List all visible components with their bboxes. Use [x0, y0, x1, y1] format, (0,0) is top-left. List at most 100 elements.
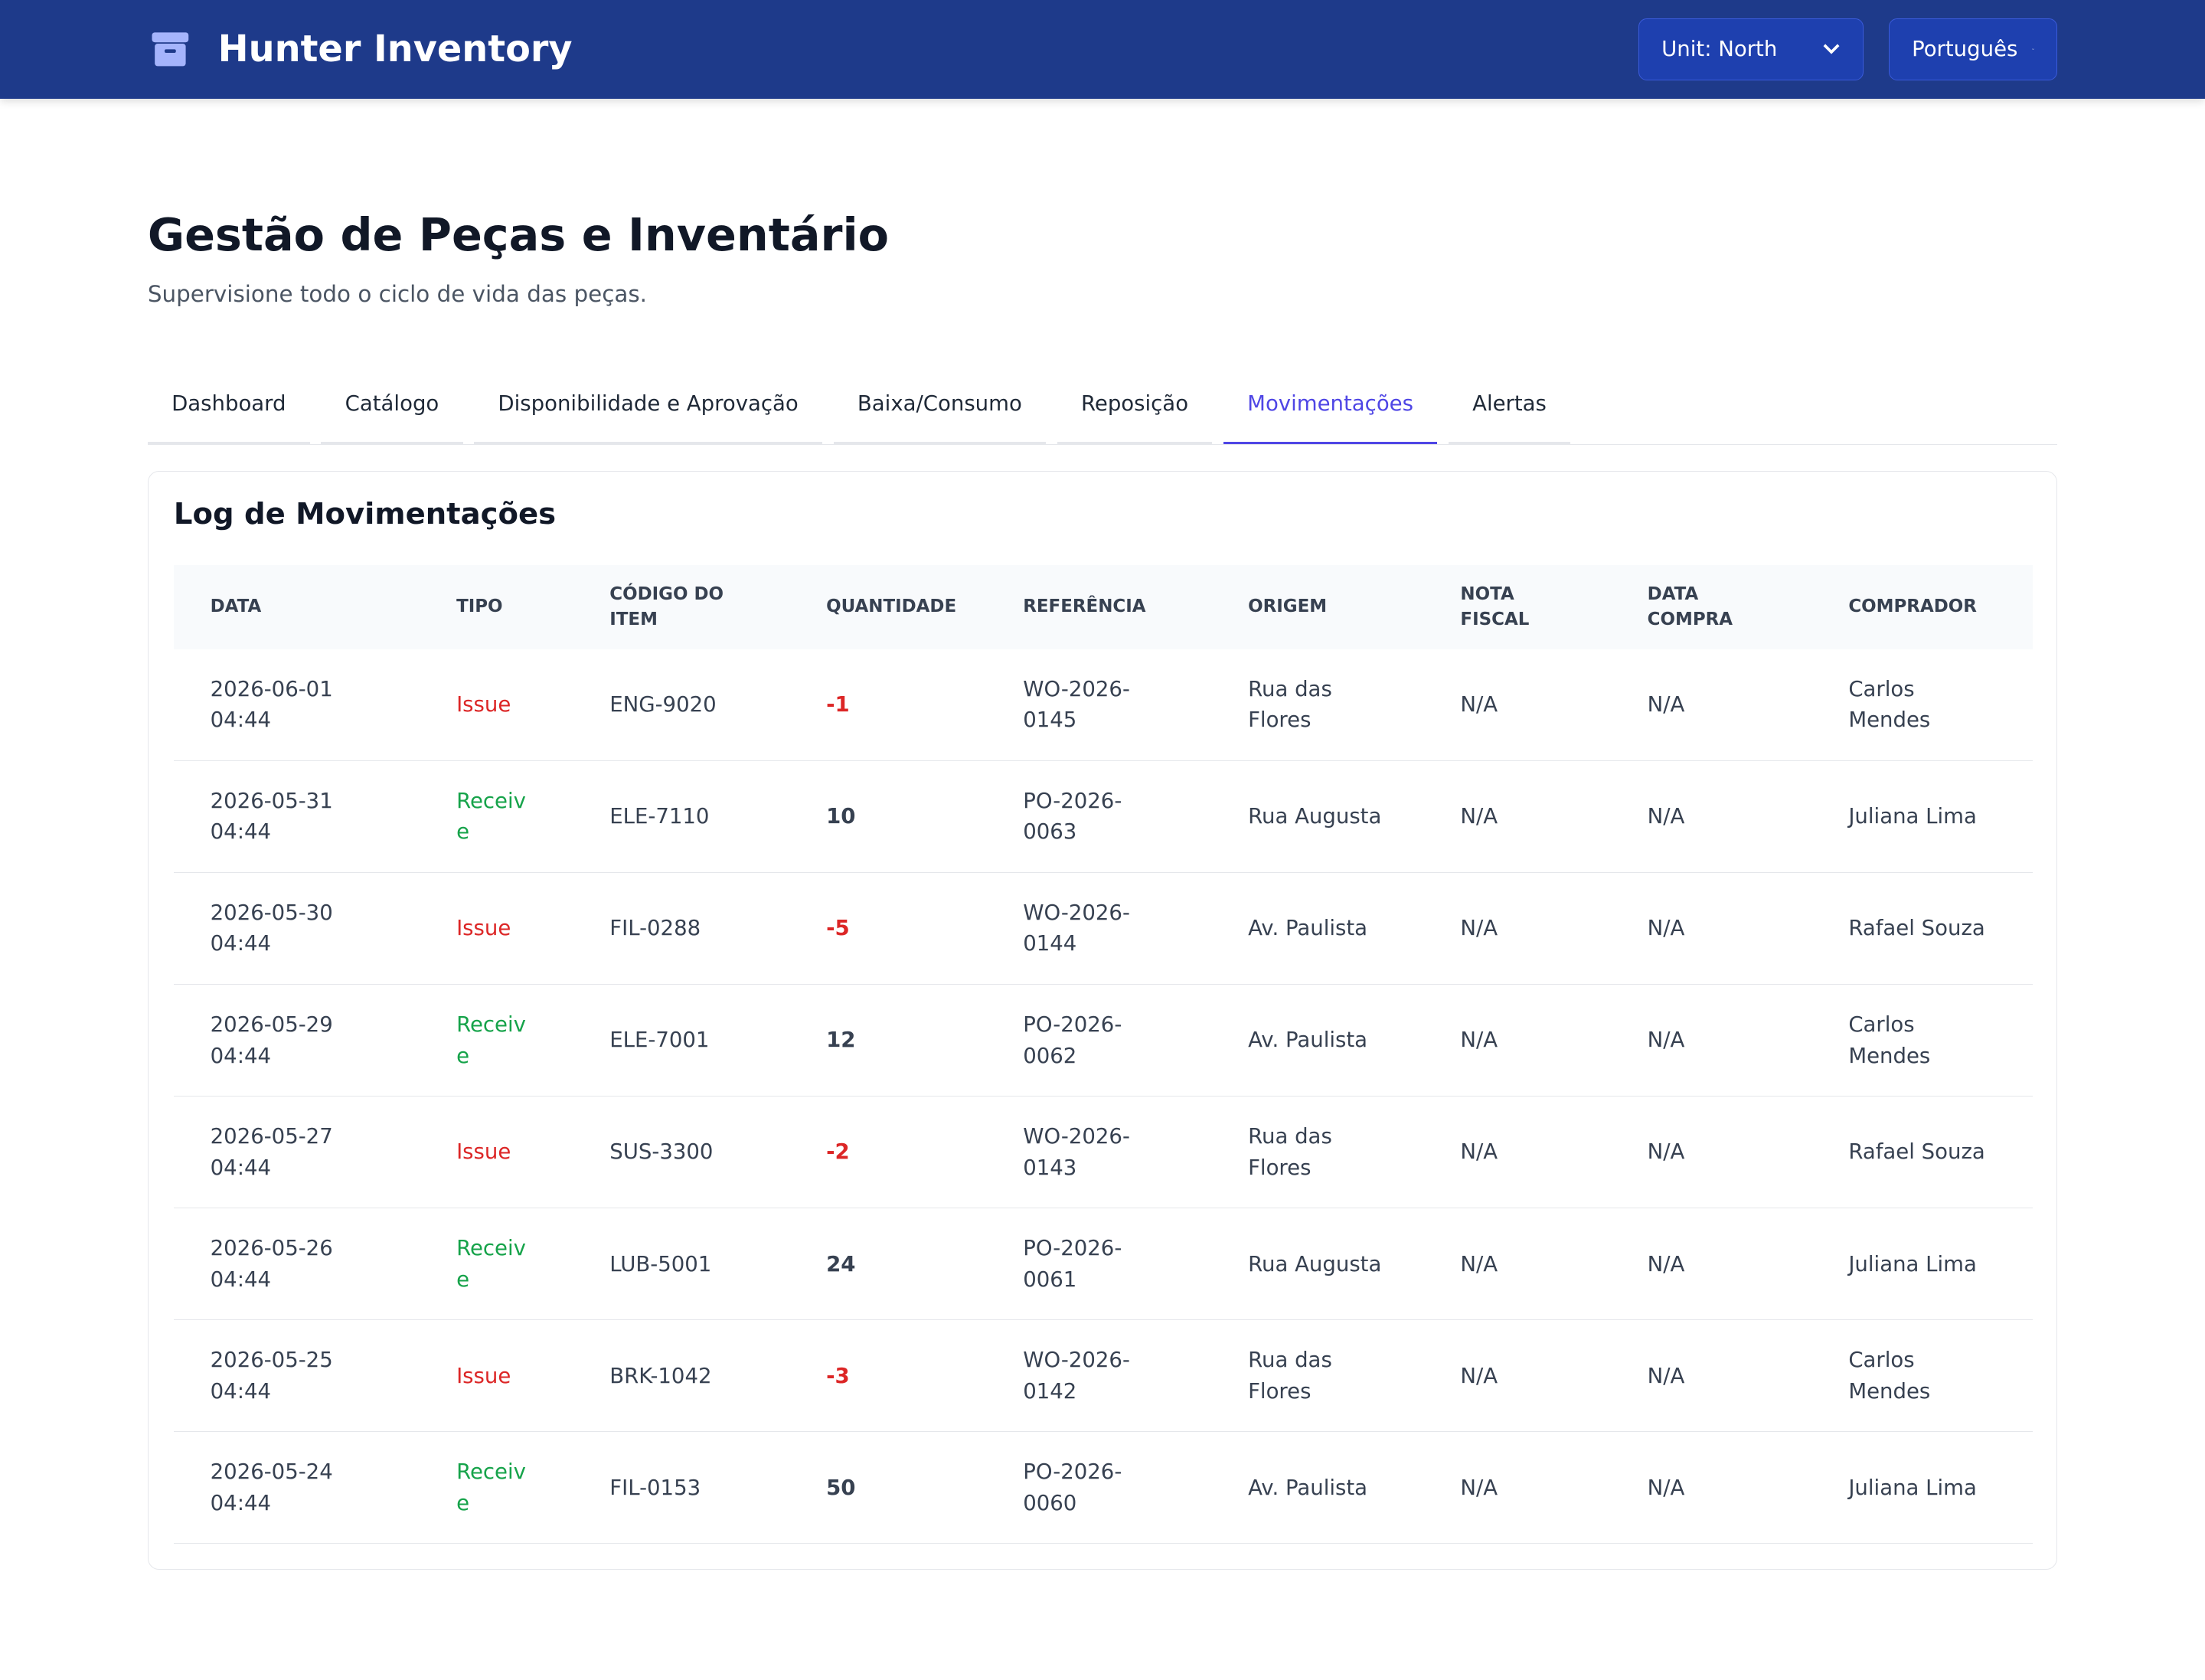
table-cell: Av. Paulista: [1211, 872, 1424, 985]
table-row: 2026-05-26 04:44 Receive LUB-5001 24 PO-2026…: [173, 1208, 2033, 1321]
table-cell: Rua Augusta: [1211, 1208, 1424, 1321]
table-cell: 2026-05-29 04:44: [173, 984, 420, 1097]
table-cell: 2026-05-27 04:44: [173, 1096, 420, 1209]
tab[interactable]: Movimentações: [1223, 374, 1438, 445]
tab[interactable]: Dashboard: [147, 374, 310, 445]
brand-icon: [152, 32, 189, 67]
brand[interactable]: Hunter Inventory: [148, 0, 573, 99]
card-title: Log de Movimentações: [173, 497, 557, 532]
table-cell: FIL-0153: [573, 1431, 790, 1544]
table-cell: Rua das Flores: [1211, 649, 1424, 761]
table-cell: N/A: [1423, 649, 1611, 761]
table-cell: 2026-05-30 04:44: [173, 872, 420, 985]
page-subtitle: Supervisione todo o ciclo de vida das pe…: [147, 281, 647, 308]
table-cell: BRK-1042: [573, 1319, 790, 1433]
column-header: COMPRADOR: [1811, 564, 2033, 649]
tab[interactable]: Reposição: [1057, 374, 1213, 445]
table-cell: N/A: [1610, 760, 1812, 873]
unit-select[interactable]: Unit: North: [1638, 18, 1864, 80]
column-header: CÓDIGO DO ITEM: [573, 564, 790, 649]
table-cell: Issue: [420, 872, 573, 985]
column-header: DATA COMPRA: [1610, 564, 1812, 649]
table-cell: N/A: [1423, 872, 1611, 985]
tab[interactable]: Disponibilidade e Aprovação: [474, 374, 822, 445]
tab[interactable]: Catálogo: [321, 374, 463, 445]
table-cell: Issue: [420, 1319, 573, 1433]
language-select-label: Português: [1912, 37, 2018, 62]
tab[interactable]: Baixa/Consumo: [833, 374, 1047, 445]
table-cell: N/A: [1610, 984, 1812, 1097]
table-cell: SUS-3300: [573, 1096, 790, 1209]
tab-bar: Dashboard Catálogo Disponibilidade e Aprov…: [147, 374, 2058, 446]
table-cell: -3: [789, 1319, 987, 1433]
header-row: DATA TIPO CÓDIGO DO ITEM QUANTIDADE REFERÊNC…: [173, 564, 2033, 649]
table-cell: 2026-05-25 04:44: [173, 1319, 420, 1433]
table-cell: Carlos Mendes: [1811, 649, 2033, 761]
table-cell: Issue: [420, 1096, 573, 1209]
table-cell: Rua das Flores: [1211, 1096, 1424, 1209]
column-header: QUANTIDADE: [789, 564, 987, 649]
table-cell: N/A: [1423, 1096, 1611, 1209]
table-cell: N/A: [1610, 649, 1812, 761]
table-cell: WO-2026-0144: [986, 872, 1212, 985]
table-cell: PO-2026-0062: [986, 984, 1212, 1097]
tab[interactable]: Alertas: [1448, 374, 1571, 445]
chevron: [2031, 48, 2034, 51]
unit-select-label: Unit: North: [1661, 37, 1778, 62]
table-row: 2026-05-31 04:44 Receive ELE-7110 10 PO-2026…: [173, 760, 2033, 873]
table-cell: N/A: [1610, 1208, 1812, 1321]
table-cell: 50: [789, 1431, 987, 1544]
table-cell: -2: [789, 1096, 987, 1209]
table-cell: WO-2026-0143: [986, 1096, 1212, 1209]
table-cell: Carlos Mendes: [1811, 984, 2033, 1097]
table-cell: Receive: [420, 760, 573, 873]
table-cell: PO-2026-0061: [986, 1208, 1212, 1321]
table-cell: N/A: [1423, 1208, 1611, 1321]
table-cell: Rua das Flores: [1211, 1319, 1424, 1433]
table-cell: -1: [789, 649, 987, 761]
top-bar: Hunter Inventory Unit: North Português: [0, 0, 2205, 99]
table-cell: N/A: [1610, 872, 1812, 985]
table-cell: N/A: [1610, 1319, 1812, 1433]
table-cell: Carlos Mendes: [1811, 1319, 2033, 1433]
table-cell: ELE-7001: [573, 984, 790, 1097]
table-cell: 24: [789, 1208, 987, 1321]
table-row: 2026-05-25 04:44 Issue BRK-1042 -3 WO-2026-0…: [173, 1319, 2033, 1433]
table-cell: 12: [789, 984, 987, 1097]
table-row: 2026-06-01 04:44 Issue ENG-9020 -1 WO-2026-0…: [173, 649, 2033, 761]
table-cell: N/A: [1610, 1431, 1812, 1544]
table-cell: ENG-9020: [573, 649, 790, 761]
table-cell: Juliana Lima: [1811, 760, 2033, 873]
table-row: 2026-05-27 04:44 Issue SUS-3300 -2 WO-2026-0…: [173, 1096, 2033, 1209]
column-header: ORIGEM: [1211, 564, 1424, 649]
table-cell: Av. Paulista: [1211, 984, 1424, 1097]
table-row: 2026-05-24 04:44 Receive FIL-0153 50 PO-2026…: [173, 1431, 2033, 1544]
table-cell: Rafael Souza: [1811, 872, 2033, 985]
movements-card: Log de Movimentações DATA TIPO CÓDIGO DO I…: [147, 471, 2058, 1570]
table-cell: LUB-5001: [573, 1208, 790, 1321]
column-header: TIPO: [420, 564, 573, 649]
language-select[interactable]: Português: [1888, 18, 2058, 80]
table-cell: -5: [789, 872, 987, 985]
table-row: 2026-05-29 04:44 Receive ELE-7001 12 PO-2026…: [173, 984, 2033, 1097]
table-body: 2026-06-01 04:44 Issue ENG-9020 -1 WO-2026-0…: [173, 649, 2033, 1544]
table-row: 2026-05-30 04:44 Issue FIL-0288 -5 WO-2026-0…: [173, 872, 2033, 985]
table-cell: Receive: [420, 984, 573, 1097]
table-cell: Av. Paulista: [1211, 1431, 1424, 1544]
table-cell: N/A: [1423, 760, 1611, 873]
page-title: Gestão de Peças e Inventário: [147, 208, 889, 261]
table-cell: Receive: [420, 1208, 573, 1321]
movements-table: DATA TIPO CÓDIGO DO ITEM QUANTIDADE REFERÊNC…: [173, 564, 2033, 1544]
column-header: NOTA FISCAL: [1423, 564, 1611, 649]
table-cell: N/A: [1423, 1431, 1611, 1544]
table-cell: Juliana Lima: [1811, 1208, 2033, 1321]
table-cell: 2026-05-31 04:44: [173, 760, 420, 873]
column-header: DATA: [173, 564, 420, 649]
table-cell: Rua Augusta: [1211, 760, 1424, 873]
table-cell: N/A: [1423, 1319, 1611, 1433]
table-cell: PO-2026-0063: [986, 760, 1212, 873]
table-cell: N/A: [1423, 984, 1611, 1097]
table-cell: WO-2026-0142: [986, 1319, 1212, 1433]
